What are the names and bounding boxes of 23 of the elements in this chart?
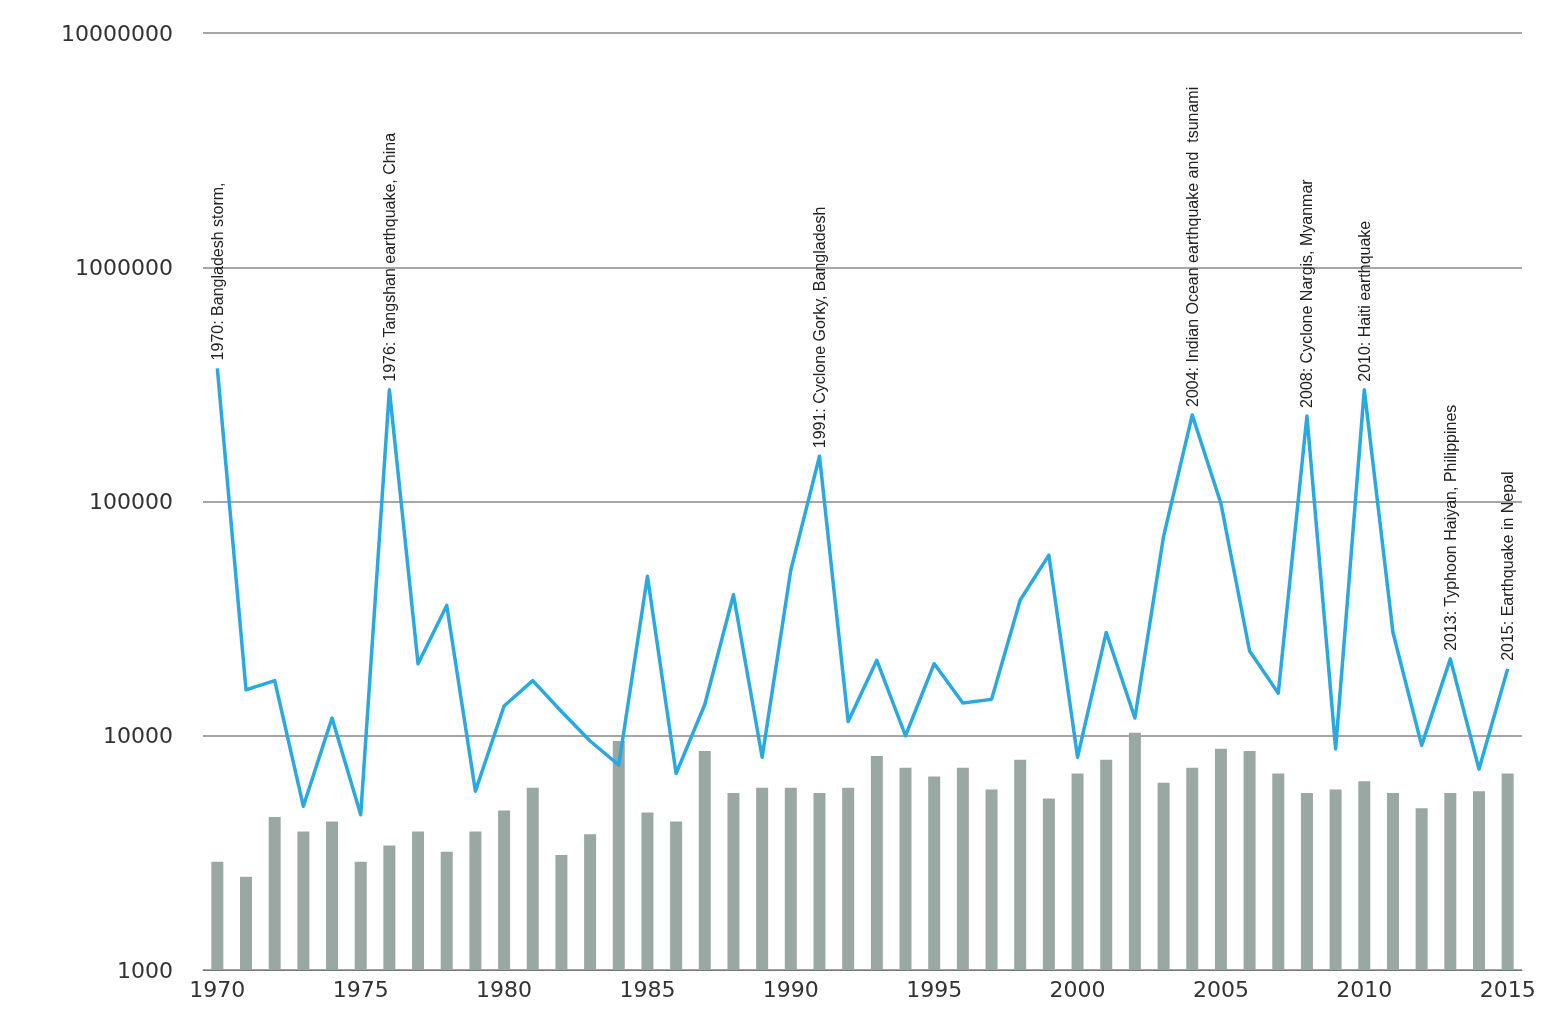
- annotation: 2013: Typhoon Haiyan, Philippines: [1441, 404, 1459, 651]
- y-tick-label: 10000: [103, 723, 173, 749]
- annotation: 2004: Indian Ocean earthquake and tsunami: [1183, 86, 1201, 408]
- y-tick-label: 100000: [89, 489, 173, 514]
- y-tick-label: 1000: [117, 957, 173, 983]
- annotation: 2008: Cyclone Nargis, Myanmar: [1298, 178, 1316, 408]
- x-tick-label: 1990: [762, 976, 819, 1002]
- annotation: 1976: Tangshan earthquake, China: [380, 132, 398, 382]
- annotation: 2015: Earthquake in Nepal: [1499, 471, 1517, 661]
- annotation: 1970: Bangladesh storm,: [208, 182, 226, 361]
- x-tick-label: 1985: [619, 976, 676, 1002]
- x-tick-label: 1980: [476, 976, 533, 1002]
- y-tick-label: 10000000: [61, 20, 173, 46]
- x-tick-label: 2005: [1192, 976, 1249, 1002]
- annotation: 2010: Haiti earthquake: [1355, 220, 1373, 382]
- x-tick-label: 1975: [332, 976, 389, 1002]
- x-tick-label: 2010: [1336, 976, 1393, 1002]
- x-tick-label: 2000: [1049, 976, 1106, 1002]
- annotation: 1991: Cyclone Gorky, Bangladesh: [810, 206, 828, 449]
- x-tick-label: 1970: [189, 976, 246, 1002]
- x-tick-label: 1995: [906, 976, 963, 1002]
- x-tick-label: 2015: [1479, 976, 1536, 1002]
- y-tick-label: 1000000: [75, 254, 173, 280]
